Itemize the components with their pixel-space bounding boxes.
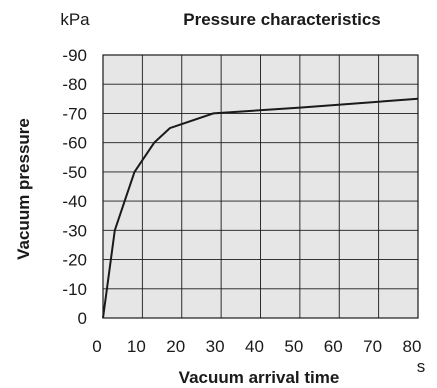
y-tick-label: -60 <box>62 134 87 153</box>
x-axis-label: Vacuum arrival time <box>179 368 340 387</box>
x-tick-label: 10 <box>127 337 146 356</box>
series-line <box>102 97 419 319</box>
x-unit-label: s <box>417 357 426 376</box>
x-tick-label: 60 <box>324 337 343 356</box>
y-tick-label: -20 <box>62 251 87 270</box>
y-unit-label: kPa <box>60 10 90 29</box>
y-tick-label: -90 <box>62 46 87 65</box>
x-tick-labels: 0 10 20 30 40 50 60 70 80 <box>92 337 421 356</box>
y-tick-label: -50 <box>62 163 87 182</box>
x-tick-label: 0 <box>92 337 101 356</box>
x-tick-label: 80 <box>403 337 422 356</box>
x-tick-label: 30 <box>206 337 225 356</box>
chart-title: Pressure characteristics <box>183 10 381 29</box>
x-tick-label: 50 <box>284 337 303 356</box>
y-tick-label: -40 <box>62 192 87 211</box>
y-tick-label: -30 <box>62 221 87 240</box>
y-tick-label: -80 <box>62 75 87 94</box>
x-tick-label: 70 <box>363 337 382 356</box>
x-tick-label: 20 <box>166 337 185 356</box>
y-tick-labels: 0 -10 -20 -30 -40 -50 -60 -70 -80 -90 <box>62 46 87 328</box>
y-tick-label: -70 <box>62 104 87 123</box>
x-tick-label: 40 <box>245 337 264 356</box>
y-axis-label: Vacuum pressure <box>14 118 33 260</box>
y-tick-label: -10 <box>62 280 87 299</box>
y-tick-label: 0 <box>78 309 87 328</box>
